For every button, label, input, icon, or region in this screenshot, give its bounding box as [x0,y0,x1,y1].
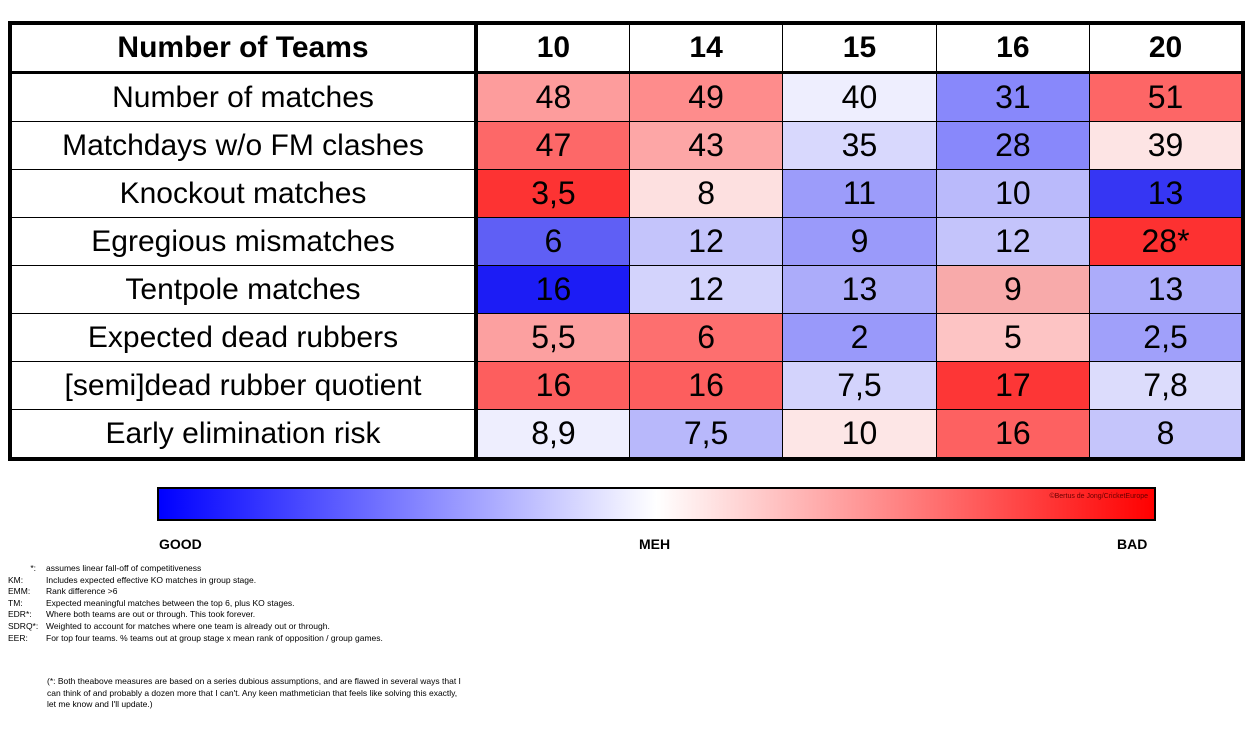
note-item: TM: Expected meaningful matches between t… [8,598,383,610]
note-item: SDRQ*: Weighted to account for matches wh… [8,621,383,633]
row-label: Number of matches [9,72,478,122]
table-row: Expected dead rubbers 5,5 6 2 5 2,5 [9,313,1244,362]
notes-list: *: assumes linear fall-off of competitive… [8,563,383,644]
heatmap-cell: 16 [935,409,1091,460]
heatmap-table: Number of Teams 10 14 15 16 20 Number of match… [8,21,1245,461]
footnote-text: (*: Both theabove measures are based on … [47,676,461,710]
heatmap-cell: 40 [782,72,937,122]
heatmap-cell: 16 [475,265,630,314]
color-scale-bar: ©Bertus de Jong/CricketEurope [157,487,1156,521]
corner-header: Number of Teams [9,22,478,74]
scale-label-meh: MEH [639,536,671,552]
heatmap-cell: 5,5 [475,313,630,362]
heatmap-cell: 12 [935,217,1091,266]
heatmap-cell: 31 [935,72,1091,122]
heatmap-cell: 13 [1089,169,1244,218]
note-text: Expected meaningful matches between the … [46,597,295,608]
table-row: Matchdays w/o FM clashes 47 43 35 28 39 [9,121,1244,170]
note-item: EMM: Rank difference >6 [8,586,383,598]
heatmap-cell: 35 [782,121,937,170]
column-header-20: 20 [1089,22,1244,74]
table-row: Number of matches 48 49 40 31 51 [9,72,1244,122]
note-text: Where both teams are out or through. Thi… [46,609,256,620]
note-text: Weighted to account for matches where on… [46,620,330,631]
note-text: For top four teams. % teams out at group… [46,632,383,643]
heatmap-cell: 9 [782,217,937,266]
heatmap-cell: 10 [782,409,937,460]
note-key: TM: [8,597,23,608]
heatmap-cell: 17 [935,361,1091,410]
heatmap-cell: 13 [782,265,937,314]
heatmap-cell: 2 [782,313,937,362]
heatmap-cell: 13 [1089,265,1244,314]
note-key: EMM: [8,586,31,597]
credit-text: ©Bertus de Jong/CricketEurope [1049,493,1148,500]
note-text: Includes expected effective KO matches i… [46,574,257,585]
heatmap-cell: 3,5 [475,169,630,218]
note-item: EER: For top four teams. % teams out at g… [8,633,383,645]
heatmap-cell: 6 [475,217,630,266]
header-row: Number of Teams 10 14 15 16 20 [9,22,1244,74]
row-label: Knockout matches [9,169,478,218]
heatmap-cell: 8,9 [475,409,630,460]
heatmap-cell: 2,5 [1089,313,1244,362]
heatmap-cell: 43 [628,121,784,170]
row-label: Egregious mismatches [9,217,478,266]
heatmap-cell: 11 [782,169,937,218]
heatmap-cell: 28 [935,121,1091,170]
heatmap-cell: 8 [628,169,784,218]
heatmap-cell: 8 [1089,409,1244,460]
note-item: *: assumes linear fall-off of competitive… [8,563,383,575]
note-key: EER: [8,632,28,643]
note-key: *: [30,563,36,573]
heatmap-cell: 7,5 [782,361,937,410]
scale-label-bad: BAD [1117,536,1148,552]
column-header-15: 15 [782,22,937,74]
heatmap-cell: 47 [475,121,630,170]
heatmap-cell: 10 [935,169,1091,218]
heatmap-cell: 28* [1089,217,1244,266]
table-row: Egregious mismatches 6 12 9 12 28* [9,217,1244,266]
row-label: [semi]dead rubber quotient [9,361,478,410]
note-key: KM: [8,574,24,585]
heatmap-cell: 16 [628,361,784,410]
column-header-16: 16 [935,22,1091,74]
column-header-14: 14 [628,22,784,74]
scale-label-good: GOOD [159,536,202,552]
note-text: Rank difference >6 [46,586,118,597]
heatmap-cell: 6 [628,313,784,362]
note-text: assumes linear fall-off of competitivene… [46,563,202,573]
column-header-10: 10 [475,22,630,74]
table-row: Knockout matches 3,5 8 11 10 13 [9,169,1244,218]
heatmap-cell: 16 [475,361,630,410]
heatmap-cell: 12 [628,217,784,266]
row-label: Early elimination risk [9,409,478,460]
table-row: [semi]dead rubber quotient 16 16 7,5 17 7,8 [9,361,1244,410]
table-row: Early elimination risk 8,9 7,5 10 16 8 [9,409,1244,460]
heatmap-cell: 49 [628,72,784,122]
heatmap-table-container: Number of Teams 10 14 15 16 20 Number of match… [8,21,1245,461]
note-key: SDRQ*: [8,620,39,631]
heatmap-cell: 5 [935,313,1091,362]
note-item: EDR*: Where both teams are out or through… [8,609,383,621]
heatmap-cell: 7,8 [1089,361,1244,410]
heatmap-cell: 51 [1089,72,1244,122]
heatmap-cell: 39 [1089,121,1244,170]
note-key: EDR*: [8,609,32,620]
table-row: Tentpole matches 16 12 13 9 13 [9,265,1244,314]
row-label: Tentpole matches [9,265,478,314]
heatmap-cell: 9 [935,265,1091,314]
row-label: Expected dead rubbers [9,313,478,362]
heatmap-cell: 48 [475,72,630,122]
note-item: KM: Includes expected effective KO matche… [8,575,383,587]
heatmap-cell: 7,5 [628,409,784,460]
row-label: Matchdays w/o FM clashes [9,121,478,170]
heatmap-cell: 12 [628,265,784,314]
